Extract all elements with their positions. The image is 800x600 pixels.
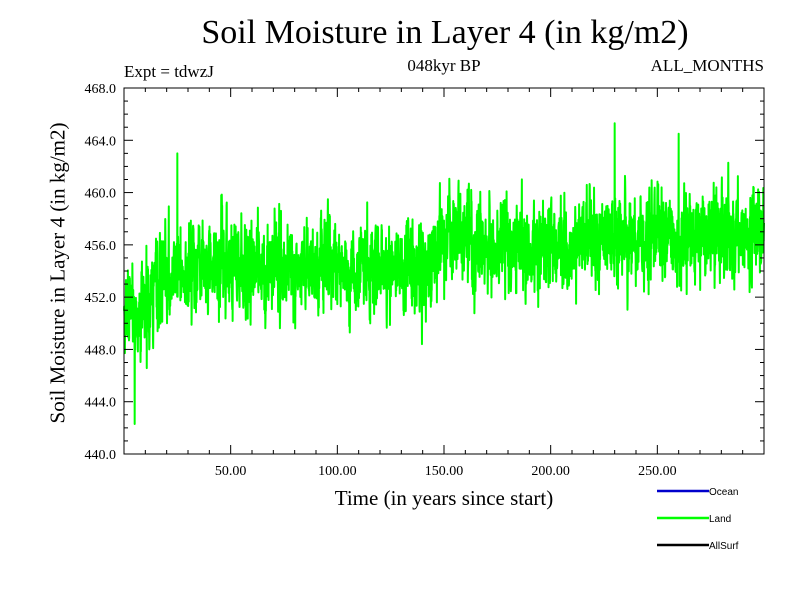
- y-tick-label: 468.0: [85, 82, 117, 97]
- x-axis-label: Time (in years since start): [334, 486, 554, 510]
- period-label: ALL_MONTHS: [650, 56, 764, 75]
- y-tick-label: 464.0: [85, 134, 117, 149]
- series-layer: [123, 122, 765, 425]
- x-tick-label: 150.00: [425, 464, 464, 479]
- tick-layer: 440.0 444.0 448.0 452.0 456.0 460.0 464.0 468.0…: [85, 82, 764, 479]
- legend: Ocean Land AllSurf: [657, 487, 739, 552]
- chart-title: Soil Moisture in Layer 4 (in kg/m2): [201, 14, 689, 51]
- y-tick-label: 448.0: [85, 343, 117, 358]
- y-tick-label: 440.0: [85, 448, 117, 463]
- legend-label-ocean: Ocean: [709, 487, 738, 498]
- y-tick-label: 444.0: [85, 396, 117, 411]
- series-line-land: [123, 122, 765, 425]
- y-tick-label: 452.0: [85, 291, 117, 306]
- legend-label-allsurf: AllSurf: [709, 541, 739, 552]
- y-tick-label: 456.0: [85, 239, 117, 254]
- chart-subtitle: 048kyr BP: [407, 56, 481, 75]
- x-tick-label: 100.00: [318, 464, 357, 479]
- experiment-label: Expt = tdwzJ: [124, 62, 214, 81]
- x-tick-label: 250.00: [638, 464, 677, 479]
- x-tick-label: 200.00: [531, 464, 570, 479]
- legend-label-land: Land: [709, 514, 731, 525]
- y-tick-label: 460.0: [85, 187, 117, 202]
- x-tick-label: 50.00: [215, 464, 247, 479]
